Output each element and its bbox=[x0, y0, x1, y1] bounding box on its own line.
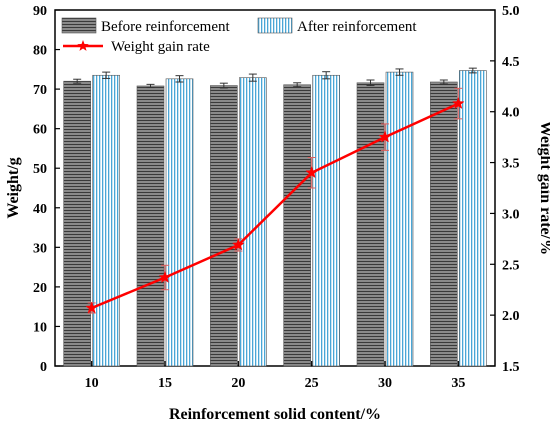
y2-tick-label: 5.0 bbox=[502, 4, 520, 19]
y-tick-label: 10 bbox=[33, 320, 47, 335]
plot-frame bbox=[54, 9, 496, 367]
x-tick-label: 25 bbox=[305, 376, 319, 391]
y-tick-label: 90 bbox=[33, 4, 47, 19]
legend-swatch-before bbox=[61, 17, 97, 34]
bar-before-15 bbox=[136, 85, 165, 367]
bar-after-35 bbox=[459, 70, 487, 367]
weight-gain-rate-point-15 bbox=[158, 270, 172, 283]
y-tick-label: 0 bbox=[40, 360, 47, 375]
y2-tick-label: 1.5 bbox=[502, 360, 520, 375]
y-axis-title: Weight/g bbox=[5, 157, 22, 218]
legend-label-gain: Weight gain rate bbox=[111, 39, 210, 55]
y2-tick-label: 3.0 bbox=[502, 207, 520, 222]
x-tick-label: 10 bbox=[85, 376, 99, 391]
bar-before-20 bbox=[210, 85, 238, 367]
weight-gain-rate-point-20 bbox=[231, 238, 245, 251]
bar-after-25 bbox=[312, 74, 340, 367]
bar-after-30 bbox=[385, 71, 414, 367]
y-tick-label: 70 bbox=[33, 83, 47, 98]
x-tick-label: 15 bbox=[158, 376, 172, 391]
bar-before-35 bbox=[430, 81, 458, 367]
bar-after-15 bbox=[165, 78, 194, 367]
x-tick-label: 20 bbox=[231, 376, 245, 391]
weight-gain-rate-line bbox=[91, 102, 459, 310]
y-tick-label: 40 bbox=[33, 202, 47, 217]
y2-tick-label: 2.5 bbox=[502, 258, 520, 273]
weight-gain-rate-point-25 bbox=[305, 166, 319, 179]
weight-gain-rate-point-30 bbox=[378, 130, 392, 143]
bar-before-10 bbox=[63, 80, 91, 367]
bar-after-10 bbox=[92, 74, 120, 367]
weight-gain-rate-point-35 bbox=[451, 96, 465, 110]
y-tick-label: 60 bbox=[33, 123, 47, 138]
y-tick-label: 20 bbox=[33, 281, 47, 296]
legend-label-after: After reinforcement bbox=[297, 19, 417, 35]
x-tick-label: 35 bbox=[451, 376, 465, 391]
x-axis-title: Reinforcement solid content/% bbox=[169, 406, 381, 423]
legend-swatch-after bbox=[257, 17, 293, 34]
y-tick-label: 30 bbox=[33, 241, 47, 256]
y-tick-label: 80 bbox=[33, 44, 47, 59]
y2-axis-title: Weight gain rate/% bbox=[537, 121, 550, 255]
legend-label-before: Before reinforcement bbox=[101, 19, 231, 35]
weight-gain-rate-point-10 bbox=[85, 301, 99, 314]
x-tick-label: 30 bbox=[378, 376, 392, 391]
bar-before-25 bbox=[283, 84, 311, 367]
y2-tick-label: 3.5 bbox=[502, 157, 520, 172]
bar-before-30 bbox=[356, 82, 385, 367]
y2-tick-label: 4.0 bbox=[502, 106, 520, 121]
y-tick-label: 50 bbox=[33, 162, 47, 177]
y2-tick-label: 2.0 bbox=[502, 309, 520, 324]
legend-marker-gain bbox=[77, 40, 89, 51]
y2-tick-label: 4.5 bbox=[502, 55, 520, 70]
